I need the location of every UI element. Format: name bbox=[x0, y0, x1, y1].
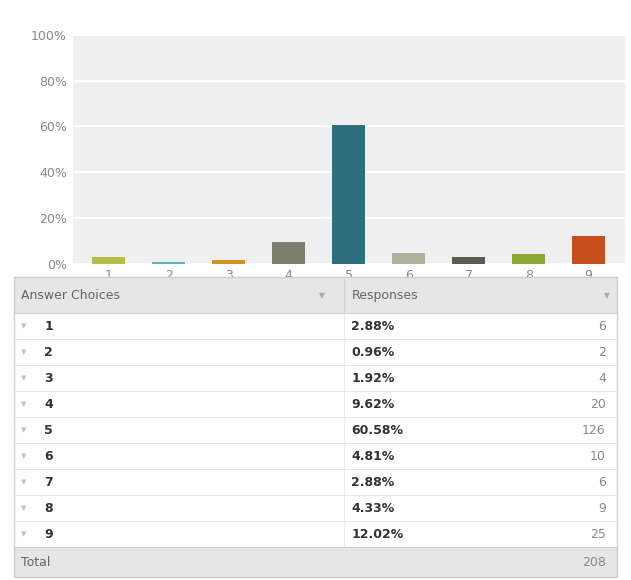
Bar bbox=[512, 254, 545, 264]
Text: ▼: ▼ bbox=[21, 505, 27, 512]
Text: 1: 1 bbox=[44, 320, 53, 333]
Text: 4: 4 bbox=[44, 398, 53, 411]
Text: ▼: ▼ bbox=[21, 531, 27, 538]
Text: 5: 5 bbox=[44, 424, 53, 437]
Text: 60.58%: 60.58% bbox=[351, 424, 403, 437]
Text: 1.92%: 1.92% bbox=[351, 372, 395, 385]
Text: 208: 208 bbox=[582, 556, 606, 568]
Text: 9: 9 bbox=[598, 502, 606, 515]
Text: 9: 9 bbox=[44, 528, 53, 541]
Bar bbox=[452, 258, 485, 264]
Text: ▼: ▼ bbox=[604, 291, 610, 300]
Text: Answer Choices: Answer Choices bbox=[21, 289, 121, 302]
Text: ▼: ▼ bbox=[21, 427, 27, 433]
Bar bbox=[212, 259, 245, 264]
Bar bbox=[14, 495, 617, 521]
Bar bbox=[14, 521, 617, 548]
Bar bbox=[14, 443, 617, 469]
Text: Responses: Responses bbox=[351, 289, 418, 302]
Text: 25: 25 bbox=[590, 528, 606, 541]
Bar bbox=[14, 365, 617, 392]
Text: ▼: ▼ bbox=[21, 375, 27, 381]
Bar bbox=[92, 258, 125, 264]
Text: 2: 2 bbox=[44, 346, 53, 358]
Text: ▼: ▼ bbox=[21, 323, 27, 329]
Bar bbox=[392, 253, 425, 264]
Text: 4.81%: 4.81% bbox=[351, 450, 395, 463]
Text: 12.02%: 12.02% bbox=[351, 528, 404, 541]
Bar bbox=[14, 339, 617, 365]
Text: 2.88%: 2.88% bbox=[351, 320, 395, 333]
Text: 8: 8 bbox=[44, 502, 53, 515]
Text: 4.33%: 4.33% bbox=[351, 502, 395, 515]
Text: 3: 3 bbox=[44, 372, 53, 385]
Text: 20: 20 bbox=[590, 398, 606, 411]
Text: 6: 6 bbox=[598, 320, 606, 333]
Bar bbox=[572, 237, 605, 264]
Text: ▼: ▼ bbox=[21, 401, 27, 407]
Text: 0.96%: 0.96% bbox=[351, 346, 395, 358]
Bar bbox=[14, 548, 617, 577]
Bar bbox=[152, 262, 185, 264]
Text: Total: Total bbox=[21, 556, 51, 568]
Text: 7: 7 bbox=[44, 476, 53, 489]
Bar bbox=[14, 277, 617, 313]
Bar bbox=[272, 242, 305, 264]
Text: ▼: ▼ bbox=[21, 479, 27, 485]
Bar bbox=[14, 469, 617, 495]
Text: 10: 10 bbox=[590, 450, 606, 463]
Bar bbox=[14, 392, 617, 417]
Text: ▼: ▼ bbox=[21, 454, 27, 459]
Text: ▼: ▼ bbox=[21, 349, 27, 355]
Text: 6: 6 bbox=[44, 450, 53, 463]
Text: 9.62%: 9.62% bbox=[351, 398, 395, 411]
Text: 126: 126 bbox=[582, 424, 606, 437]
Text: ▼: ▼ bbox=[319, 291, 324, 300]
Text: 4: 4 bbox=[598, 372, 606, 385]
Bar bbox=[14, 313, 617, 339]
Bar bbox=[332, 125, 365, 264]
Text: 6: 6 bbox=[598, 476, 606, 489]
Bar bbox=[14, 417, 617, 443]
Text: 2: 2 bbox=[598, 346, 606, 358]
Text: 2.88%: 2.88% bbox=[351, 476, 395, 489]
